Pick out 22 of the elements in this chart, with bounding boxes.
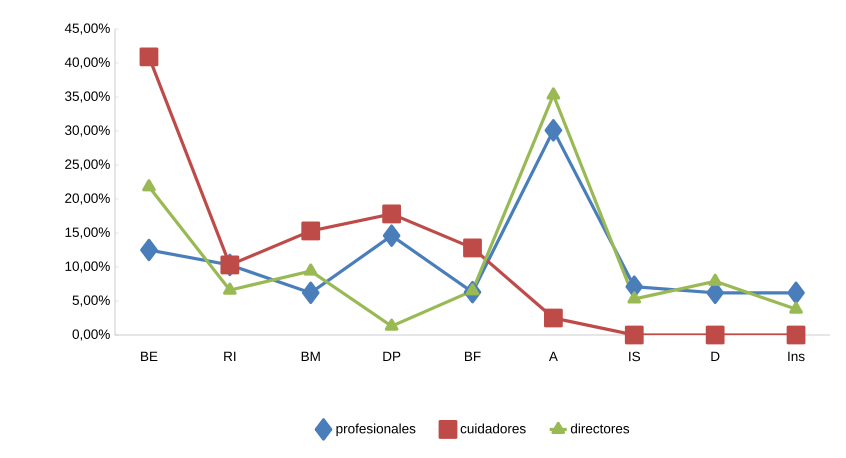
x-tick-label: BE (141, 352, 158, 361)
x-tick-label: A (548, 352, 558, 361)
y-tick-label: 30,00% (65, 125, 110, 137)
y-tick-label: 15,00% (66, 227, 110, 239)
x-tick-label: BM (302, 352, 320, 361)
y-tick-label: 40,00% (64, 57, 110, 69)
y-tick-label: 35,00% (65, 91, 110, 103)
y-tick-label: 45,00% (64, 23, 110, 35)
x-tick-label: DP (383, 352, 400, 361)
y-tick-label: 25,00% (65, 159, 110, 171)
y-tick-label: 20,00% (65, 193, 110, 205)
x-tick-label: IS (629, 352, 640, 362)
y-tick-label: 10,00% (66, 261, 110, 273)
legend-label: profesionales (336, 424, 416, 436)
y-tick-label: 5,00% (72, 295, 110, 307)
x-tick-label: D (711, 352, 720, 361)
legend-label: cuidadores (460, 424, 526, 434)
x-tick-label: RI (224, 352, 236, 361)
legend-label: directores (570, 424, 630, 434)
x-tick-label: BF (464, 352, 481, 361)
y-tick-label: 0,00% (72, 329, 110, 341)
x-tick-label: Ins (788, 352, 805, 362)
